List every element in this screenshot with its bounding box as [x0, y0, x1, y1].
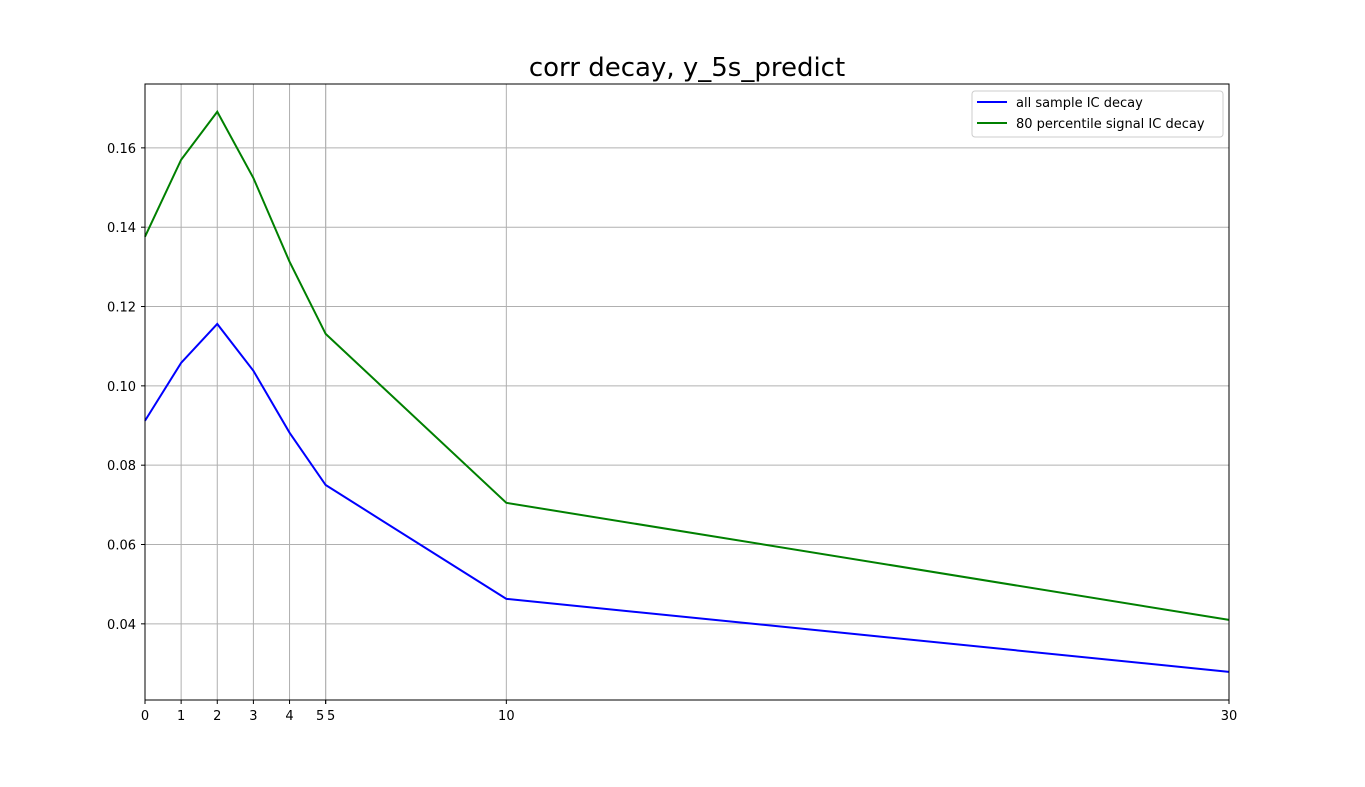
x-tick-label: 10	[498, 709, 515, 724]
x-tick-label: 5	[316, 709, 324, 724]
y-tick-label: 0.04	[107, 618, 136, 633]
y-tick-label: 0.10	[107, 380, 136, 395]
series-line-0	[144, 322, 1230, 673]
legend: all sample IC decay 80 percentile signal…	[971, 90, 1224, 138]
chart-title: corr decay, y_5s_predict	[529, 53, 845, 83]
y-tick-label: 0.12	[107, 301, 136, 316]
legend-label-all-sample: all sample IC decay	[1016, 96, 1143, 111]
y-tick-label: 0.08	[107, 459, 136, 474]
x-tick-label: 5	[327, 709, 335, 724]
y-tick-label: 0.16	[107, 142, 136, 157]
plot-frame	[144, 83, 1230, 701]
x-tick-label: 2	[213, 709, 221, 724]
x-tick-label: 4	[285, 709, 293, 724]
y-tick-label: 0.06	[107, 539, 136, 554]
x-tick-label: 1	[177, 709, 185, 724]
series-line-1	[144, 109, 1230, 621]
y-tick-label: 0.14	[107, 221, 136, 236]
x-tick-label: 30	[1221, 709, 1238, 724]
x-axis: 0 1 2 3 4 5 5 10 30	[141, 700, 1237, 724]
y-axis: 0.04 0.06 0.08 0.10 0.12 0.14 0.16	[107, 142, 145, 633]
legend-box	[971, 90, 1224, 138]
series-lines	[144, 109, 1230, 673]
legend-label-80-percentile: 80 percentile signal IC decay	[1016, 117, 1205, 132]
x-tick-label: 0	[141, 709, 149, 724]
x-tick-label: 3	[249, 709, 257, 724]
